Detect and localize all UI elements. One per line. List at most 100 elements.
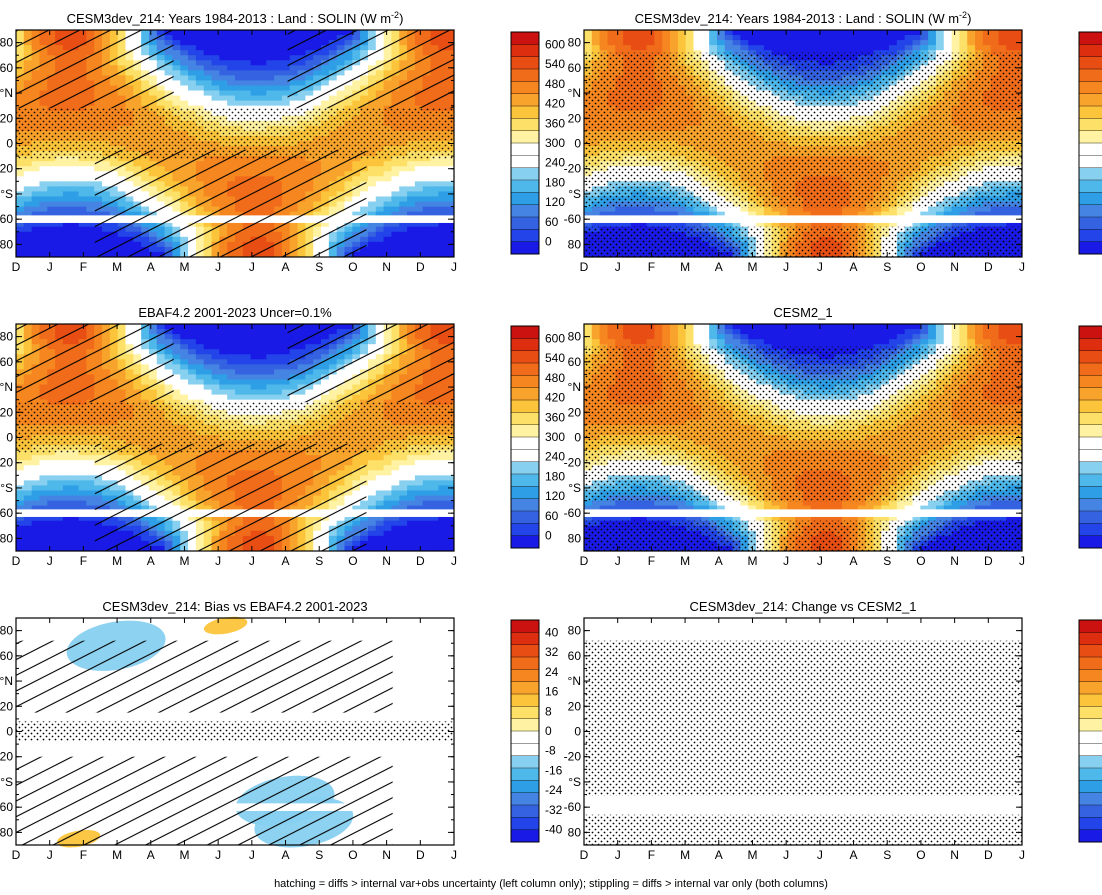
colorbar-swatch: [1079, 155, 1102, 168]
y-tick-label: -20: [564, 456, 582, 470]
colorbar-swatch: [511, 167, 539, 181]
x-tick-label: N: [950, 260, 959, 274]
x-tick-label: J: [47, 260, 53, 274]
colorbar-label: 120: [545, 489, 565, 503]
y-tick-label: -60: [564, 212, 582, 226]
colorbar-swatch: [1079, 180, 1102, 193]
x-tick-label: D: [984, 260, 993, 274]
x-tick-label: O: [916, 554, 925, 568]
x-tick-label: J: [47, 848, 53, 862]
x-tick-label: D: [580, 260, 589, 274]
y-tick-label: 0: [6, 137, 13, 151]
x-tick-label: O: [916, 848, 925, 862]
panel-title: CESM3dev_214: Change vs CESM2_1: [690, 599, 917, 614]
x-tick-label: M: [680, 848, 690, 862]
panel-title: CESM3dev_214: Years 1984-2013 : Land : S…: [635, 10, 972, 26]
x-tick-label: D: [984, 848, 993, 862]
x-tick-label: D: [580, 554, 589, 568]
colorbar-label: 60: [545, 215, 559, 229]
colorbar-swatch: [511, 229, 539, 242]
colorbar-swatch: [511, 400, 539, 413]
x-tick-label: J: [817, 260, 823, 274]
colorbar-swatch: [1079, 731, 1102, 744]
x-tick-label: M: [179, 848, 189, 862]
x-tick-label: N: [382, 260, 391, 274]
colorbar-swatch: [1079, 657, 1102, 670]
colorbar-swatch: [511, 130, 539, 144]
colorbar-swatch: [1079, 56, 1102, 70]
colorbar-swatch: [1079, 474, 1102, 487]
panel-p1: 80 60 °N 20 0 -20 °S -60 80 D J F M A M J J A S O N D J CESM3de…: [0, 10, 565, 274]
colorbar-swatch: [511, 449, 539, 462]
x-tick-label: J: [451, 554, 457, 568]
y-tick-label: 60: [0, 61, 13, 75]
colorbar-swatch: [511, 644, 539, 658]
x-tick-label: J: [215, 554, 221, 568]
panel-p3: 80 60 °N 20 0 -20 °S -60 80 D J F M A M J J A S O N D J EBAF4.2…: [0, 305, 565, 568]
x-tick-label: J: [1019, 848, 1025, 862]
bias-region: [203, 616, 248, 635]
colorbar-swatch: [1079, 486, 1102, 499]
x-tick-label: N: [950, 848, 959, 862]
x-tick-label: F: [80, 554, 87, 568]
colorbar-label: 120: [545, 195, 565, 209]
colorbar-swatch: [1079, 523, 1102, 536]
colorbar-swatch: [1079, 143, 1102, 156]
colorbar-swatch: [1079, 755, 1102, 769]
y-tick-label: 0: [574, 725, 581, 739]
x-tick-label: J: [783, 554, 789, 568]
x-tick-label: D: [580, 848, 589, 862]
colorbar-label: 540: [545, 351, 565, 365]
colorbar-swatch: [1079, 69, 1102, 82]
colorbar-swatch: [511, 204, 539, 218]
colorbar-swatch: [1079, 241, 1102, 255]
panel-title: EBAF4.2 2001-2023 Uncer=0.1%: [138, 305, 332, 320]
colorbar-swatch: [511, 375, 539, 388]
colorbar-swatch: [1079, 498, 1102, 512]
colorbar-label: 480: [545, 77, 565, 91]
x-tick-label: M: [747, 848, 757, 862]
y-tick-label: °N: [0, 86, 13, 100]
y-tick-label: 20: [568, 111, 582, 125]
x-tick-label: J: [1019, 554, 1025, 568]
colorbar-swatch: [511, 498, 539, 512]
colorbar-label: -32: [545, 803, 563, 817]
x-tick-label: J: [817, 848, 823, 862]
y-tick-label: 80: [0, 330, 13, 344]
colorbar-swatch: [1079, 511, 1102, 524]
colorbar-swatch: [511, 632, 539, 645]
panel-p2: 80 60 °N 20 0 -20 °S -60 80 D J F M A M J J A S O N D J CESM3de…: [564, 10, 1102, 274]
x-tick-label: N: [950, 554, 959, 568]
colorbar-label: 420: [545, 391, 565, 405]
panel-p6: 80 60 °N 20 0 -20 °S -60 80 D J F M A M J J A S O N D J CESM3de…: [564, 599, 1102, 862]
x-tick-label: J: [783, 260, 789, 274]
y-tick-label: °S: [568, 775, 581, 789]
panel-p5: 8060°N200-20°S-6080DJFMAMJJASONDJCESM3de…: [0, 599, 563, 862]
y-tick-label: 0: [574, 431, 581, 445]
x-tick-label: A: [147, 260, 155, 274]
x-tick-label: A: [850, 554, 858, 568]
y-tick-label: °S: [0, 187, 13, 201]
colorbar-swatch: [1079, 363, 1102, 376]
colorbar-swatch: [1079, 229, 1102, 242]
colorbar-swatch: [511, 93, 539, 107]
x-tick-label: A: [282, 260, 290, 274]
colorbar-swatch: [511, 106, 539, 119]
colorbar-swatch: [511, 768, 539, 781]
colorbar-swatch: [1079, 217, 1102, 230]
colorbar-swatch: [511, 780, 539, 793]
y-tick-label: 0: [6, 725, 13, 739]
x-tick-label: J: [47, 554, 53, 568]
x-tick-label: J: [451, 848, 457, 862]
y-tick-label: °S: [0, 775, 13, 789]
colorbar-swatch: [1079, 437, 1102, 450]
colorbar-label: 180: [545, 175, 565, 189]
x-tick-label: O: [348, 260, 357, 274]
x-tick-label: M: [747, 554, 757, 568]
colorbar-swatch: [511, 706, 539, 719]
y-tick-label: 80: [0, 237, 13, 251]
stipple: [16, 721, 454, 742]
y-tick-label: -60: [0, 506, 13, 520]
colorbar-swatch: [511, 817, 539, 830]
